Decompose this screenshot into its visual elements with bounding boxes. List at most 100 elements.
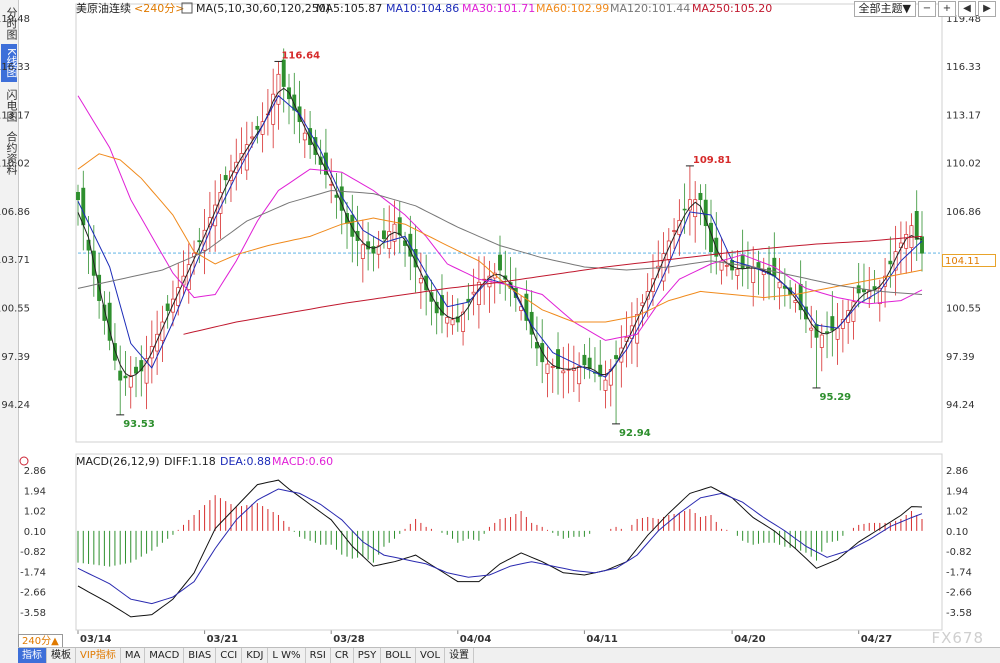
candle-body <box>498 254 502 271</box>
price-tick-left: 113.17 <box>0 111 30 122</box>
candle-body <box>476 281 481 306</box>
candle-body <box>471 291 476 295</box>
candle-body <box>440 295 444 316</box>
candle-body <box>308 128 313 145</box>
period-label: <240分> <box>134 2 184 15</box>
price-tick-left: 94.24 <box>1 400 30 411</box>
extreme-label: 109.81 <box>693 155 732 166</box>
price-tick-right: 119.48 <box>946 14 981 25</box>
macd-tick-right: 1.94 <box>946 486 968 497</box>
zoom-out-icon[interactable]: − <box>918 1 936 17</box>
tab-kline-chart[interactable]: K线图 <box>1 44 18 82</box>
candle-body <box>524 293 529 321</box>
macd-tick-right: -3.58 <box>946 608 972 619</box>
candle-body <box>550 366 555 368</box>
indicator-tab-8[interactable]: L W% <box>268 648 306 663</box>
macd-tick-left: -3.58 <box>20 608 46 619</box>
indicator-tab-5[interactable]: BIAS <box>184 648 217 663</box>
indicator-tab-12[interactable]: BOLL <box>381 648 416 663</box>
price-tick-right: 97.39 <box>946 352 975 363</box>
indicator-tab-14[interactable]: 设置 <box>445 648 475 663</box>
indicator-tab-bar: 指标 模板 VIP指标 MA MACD BIAS CCI KDJ L W% RSI CR PSY BOL… <box>18 647 1000 663</box>
candle-body <box>819 334 824 348</box>
candle-body <box>429 292 434 302</box>
indicator-tab-7[interactable]: KDJ <box>242 648 269 663</box>
price-tick-left: 110.02 <box>0 159 30 170</box>
date-tick: 04/11 <box>586 634 618 645</box>
candle-body <box>276 73 281 105</box>
candle-body <box>825 331 830 334</box>
price-tick-left: 100.55 <box>0 304 30 315</box>
candle-body <box>418 278 423 284</box>
date-tick: 04/04 <box>460 634 492 645</box>
left-rail: 分时图 K线图 闪电图 合约资料 <box>0 0 19 663</box>
candle-body <box>450 319 455 326</box>
candle-body <box>830 316 835 331</box>
price-tick-right: 116.33 <box>946 62 981 73</box>
ma60-line <box>77 153 923 323</box>
candle-body <box>809 327 814 331</box>
candle-body <box>614 355 619 360</box>
last-price-tag: 104.11 <box>942 254 996 267</box>
tab-time-chart[interactable]: 分时图 <box>5 6 18 40</box>
candle-body <box>556 349 560 370</box>
move-left-icon[interactable]: ◀ <box>958 1 976 17</box>
candle-body <box>867 290 872 299</box>
price-tick-right: 106.86 <box>946 207 981 218</box>
candle-body <box>281 59 286 87</box>
ma-settings-icon <box>181 2 193 14</box>
price-tick-left: 116.33 <box>0 62 30 73</box>
price-tick-left: 119.48 <box>0 14 30 25</box>
indicator-tab-10[interactable]: CR <box>331 648 354 663</box>
indicator-tab-13[interactable]: VOL <box>416 648 446 663</box>
candle-body <box>693 199 698 218</box>
candle-body <box>724 265 729 267</box>
macd-value-label: MACD:0.60 <box>272 455 333 468</box>
theme-select[interactable]: 全部主题▼ <box>853 1 916 17</box>
candle-body <box>397 217 402 236</box>
date-tick: 03/14 <box>80 634 112 645</box>
tab-contract-info[interactable]: 合约资料 <box>5 131 18 175</box>
indicator-tab-1[interactable]: 模板 <box>47 648 76 663</box>
indicator-tab-6[interactable]: CCI <box>216 648 243 663</box>
indicator-tab-9[interactable]: RSI <box>306 648 331 663</box>
macd-tick-right: -1.74 <box>946 567 972 578</box>
candle-body <box>382 230 386 240</box>
price-tick-right: 94.24 <box>946 400 975 411</box>
candle-body <box>735 268 740 276</box>
candle-body <box>893 251 898 271</box>
macd-tick-left: -0.82 <box>20 547 46 558</box>
candles <box>76 48 924 424</box>
ma120-line <box>77 189 923 295</box>
candle-body <box>239 153 244 161</box>
candle-body <box>387 231 392 249</box>
macd-tick-left: -1.74 <box>20 567 46 578</box>
candle-body <box>350 214 355 237</box>
indicator-tab-2[interactable]: VIP指标 <box>76 648 121 663</box>
candle-body <box>740 254 745 269</box>
candle-body <box>677 219 682 235</box>
candle-body <box>376 245 381 255</box>
indicator-tab-4[interactable]: MACD <box>145 648 185 663</box>
indicator-tab-0[interactable]: 指标 <box>18 648 47 663</box>
macd-panel-frame <box>75 453 943 631</box>
candle-body <box>803 306 808 320</box>
macd-tick-left: 0.10 <box>24 527 46 538</box>
indicator-tab-3[interactable]: MA <box>121 648 146 663</box>
move-right-icon[interactable]: ▶ <box>978 1 996 17</box>
candle-body <box>76 191 80 201</box>
price-tick-right: 110.02 <box>946 159 981 170</box>
dea-line <box>77 488 923 605</box>
candle-body <box>698 192 703 201</box>
extreme-label: 95.29 <box>820 392 852 403</box>
macd-tick-left: 1.02 <box>24 507 46 518</box>
candle-body <box>455 316 460 323</box>
candle-body <box>862 289 866 293</box>
diff-line <box>77 479 923 618</box>
candle-body <box>123 375 128 379</box>
tab-flash-chart[interactable]: 闪电图 <box>5 88 18 122</box>
ma-legend-item: MA250:105.20 <box>692 2 772 15</box>
indicator-tab-11[interactable]: PSY <box>354 648 382 663</box>
zoom-in-icon[interactable]: + <box>938 1 956 17</box>
